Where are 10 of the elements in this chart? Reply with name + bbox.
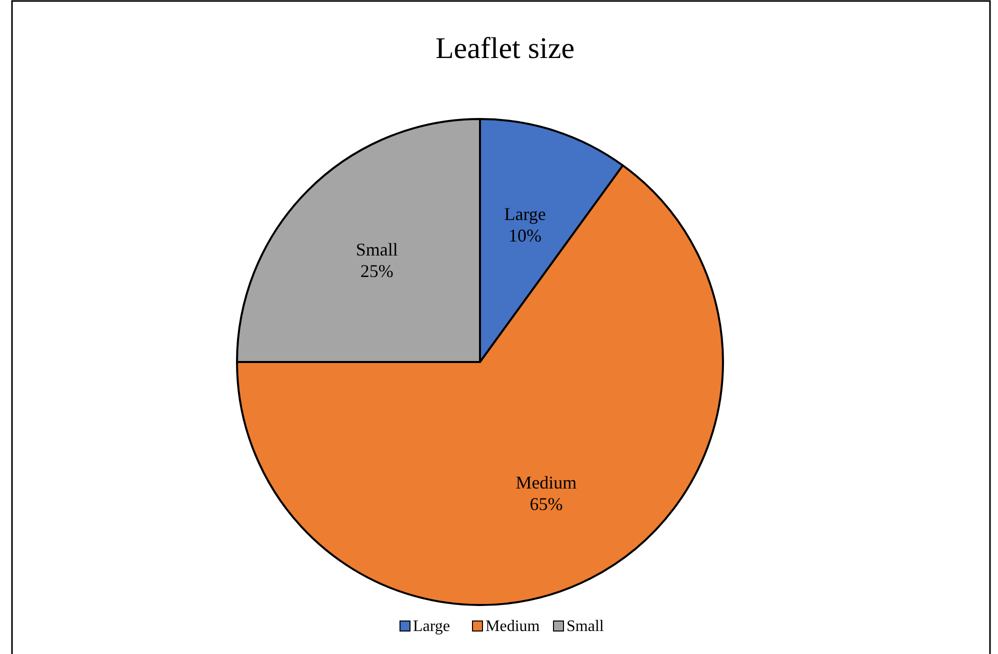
chart-title: Leaflet size	[435, 32, 575, 65]
data-label: 25%	[360, 260, 394, 281]
slice-label: Large	[504, 204, 546, 224]
slice-label: Medium	[516, 472, 577, 492]
legend-label: Medium	[486, 618, 540, 635]
slice-label: Small	[356, 239, 398, 260]
legend-label: Small	[566, 618, 604, 635]
data-label: 65%	[530, 494, 563, 514]
legend-label: Large	[413, 618, 450, 635]
data-label: 10%	[508, 225, 542, 246]
